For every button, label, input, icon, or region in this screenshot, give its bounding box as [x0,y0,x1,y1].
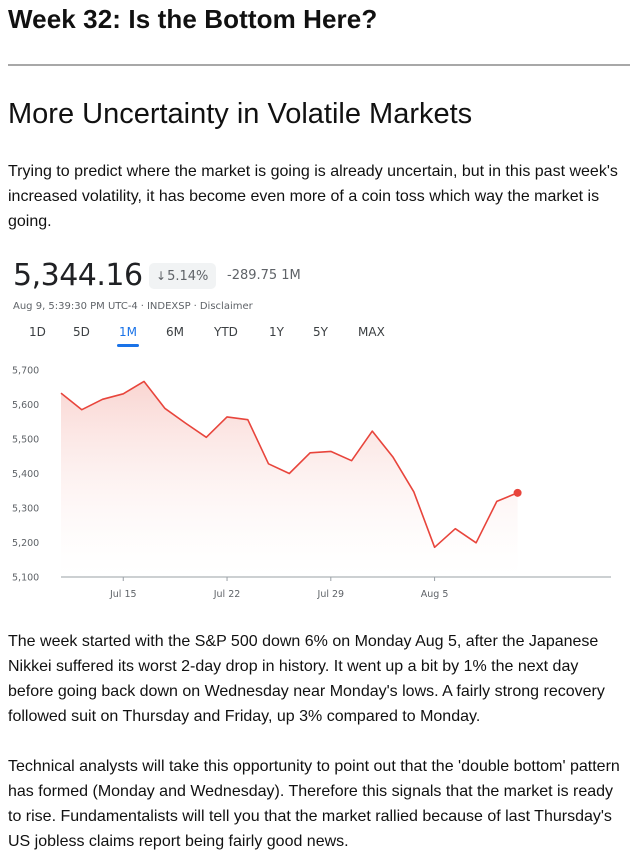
quote-meta: Aug 9, 5:39:30 PM UTC-4 · INDEXSP · Disclaim… [13,301,253,312]
title-divider [8,64,630,66]
stock-chart-widget: 5,344.16 ↓5.14% -289.75 1M Aug 9, 5:39:30… [8,255,630,617]
body-paragraph-2: Technical analysts will take this opport… [8,758,620,850]
current-price: 5,344.16 [13,258,143,293]
y-tick-label: 5,100 [12,573,39,584]
x-tick-label: Jul 29 [317,589,345,600]
range-tabs: 1D 5D 1M 6M YTD 1Y 5Y MAX [8,325,428,347]
quote-timestamp: Aug 9, 5:39:30 PM UTC-4 [13,301,138,312]
price-area-fill [61,381,518,577]
tab-1m[interactable]: 1M [117,325,139,347]
tab-5y[interactable]: 5Y [313,325,328,339]
disclaimer-link[interactable]: Disclaimer [199,301,253,312]
price-chart: 5,100 5,200 5,300 5,400 5,500 5,600 5,700 Jul 1… [12,366,611,600]
y-tick-label: 5,500 [12,435,39,446]
change-absolute: -289.75 1M [227,268,301,283]
last-price-point [513,488,522,497]
tab-max[interactable]: MAX [358,325,385,339]
x-tick-label: Aug 5 [421,589,449,600]
change-percent: 5.14% [167,269,209,284]
y-tick-label: 5,600 [12,400,39,411]
tab-6m[interactable]: 6M [166,325,184,339]
y-tick-label: 5,400 [12,469,39,480]
intro-paragraph: Trying to predict where the market is go… [8,163,618,230]
y-tick-label: 5,200 [12,538,39,549]
article-title: Week 32: Is the Bottom Here? [8,4,378,34]
change-period: 1M [281,268,301,283]
tab-ytd[interactable]: YTD [214,325,238,339]
tab-1d[interactable]: 1D [29,325,46,339]
y-tick-label: 5,300 [12,504,39,515]
index-symbol: INDEXSP [146,301,191,312]
x-tick-label: Jul 15 [109,589,137,600]
body-paragraph-1: The week started with the S&P 500 down 6… [8,633,605,725]
meta-separator: · [193,301,197,312]
price-line [60,380,518,549]
down-arrow-icon: ↓ [156,269,167,283]
article-subtitle: More Uncertainty in Volatile Markets [8,98,473,130]
y-tick-label: 5,700 [12,366,39,377]
tab-5d[interactable]: 5D [73,325,90,339]
tab-1y[interactable]: 1Y [269,325,284,339]
meta-separator: · [140,301,144,312]
change-percent-badge: ↓5.14% [149,263,217,289]
change-value: -289.75 [227,268,278,283]
x-tick-label: Jul 22 [213,589,241,600]
